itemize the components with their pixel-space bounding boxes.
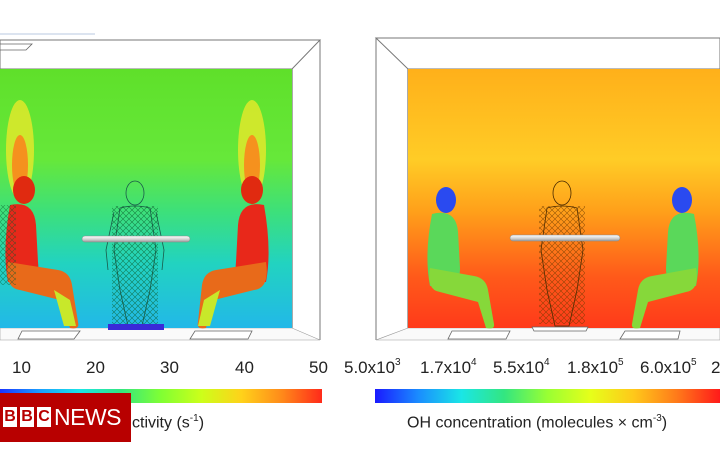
logo-word: NEWS	[54, 404, 122, 430]
logo-letter: B	[3, 407, 17, 427]
left-caption: ctivity (s-1)	[132, 413, 205, 432]
right-tick: 6.0x105	[640, 357, 697, 377]
right-room	[374, 37, 720, 341]
right-caption: OH concentration (molecules × cm-3)	[407, 413, 668, 432]
right-color-bar	[375, 389, 720, 403]
right-left-seated-figure	[427, 187, 495, 329]
left-tick: 20	[86, 358, 105, 377]
right-right-seated-figure	[631, 187, 699, 329]
right-tick: 1.7x104	[420, 357, 477, 377]
standing-figure	[105, 180, 165, 330]
right-tick: 1.8x105	[567, 357, 624, 377]
logo-letter: C	[37, 407, 51, 427]
left-tick: 50	[309, 358, 328, 377]
right-seated-figure	[197, 176, 269, 329]
right-tick: 5.5x104	[493, 357, 550, 377]
right-tick: 5.0x103	[344, 357, 401, 377]
left-room	[0, 39, 322, 341]
bbc-news-logo: B B C NEWS	[0, 393, 131, 442]
left-tick: 30	[160, 358, 179, 377]
left-seated-figure	[0, 176, 79, 329]
left-tick: 40	[235, 358, 254, 377]
right-tick: 2	[711, 358, 720, 377]
right-standing-figure	[539, 180, 585, 327]
left-tick: 10	[12, 358, 31, 377]
logo-letter: B	[20, 407, 34, 427]
